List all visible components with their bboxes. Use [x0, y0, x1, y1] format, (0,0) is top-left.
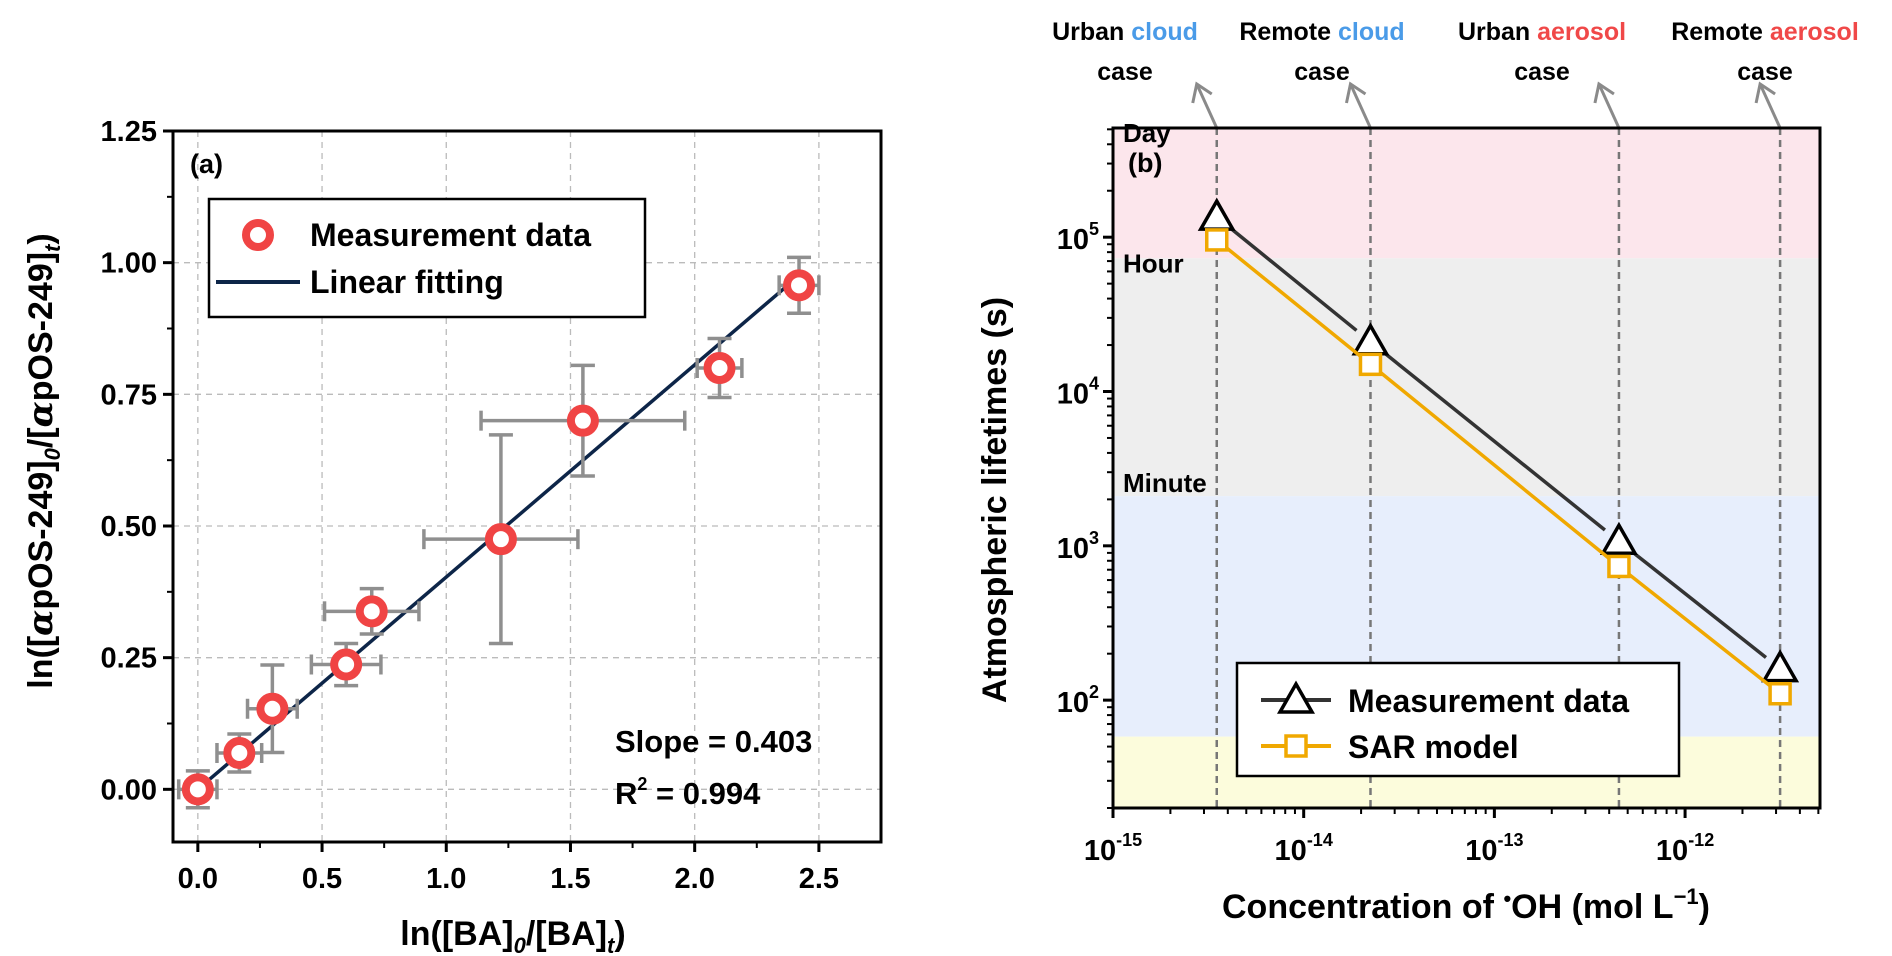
lifetime-band — [1113, 258, 1820, 497]
x-axis-title-b: Concentration of •OH (mol L−1) — [1222, 884, 1710, 926]
case-label-line1: Remote cloud — [1239, 18, 1404, 46]
data-point-group — [422, 433, 580, 646]
y-tick-label: 0.00 — [101, 774, 157, 806]
case-label-line1: Urban cloud — [1052, 18, 1198, 46]
data-point-group — [695, 336, 744, 400]
y-tick-label: 0.50 — [101, 511, 157, 543]
data-point-group — [309, 641, 383, 688]
y-tick-label: 0.75 — [101, 379, 157, 411]
case-label-line1: Remote aerosol — [1671, 18, 1859, 46]
case-label-line2: case — [1737, 58, 1793, 86]
band-label-minute: Minute — [1123, 468, 1207, 498]
case-label-line1: Urban aerosol — [1458, 18, 1626, 46]
y-tick-label: 103 — [1057, 528, 1099, 565]
lifetime-band — [1113, 128, 1820, 259]
plot-frame-a — [171, 129, 883, 844]
x-tick-label: 0.0 — [178, 863, 218, 895]
series-line-measurement — [1631, 551, 1768, 659]
data-point-group — [479, 363, 687, 478]
case-label-line2: case — [1294, 58, 1350, 86]
case-arrow — [1349, 83, 1372, 129]
data-point — [223, 736, 256, 769]
y-tick-label: 1.25 — [101, 116, 157, 148]
data-point — [256, 692, 289, 725]
band-label-day: Day — [1123, 118, 1171, 148]
data-point — [783, 269, 816, 302]
slope-annotation: Slope = 0.403 — [615, 724, 812, 759]
legend-label-sar: SAR model — [1348, 729, 1519, 765]
series-line-sar — [1625, 571, 1774, 689]
y-tick-label: 105 — [1057, 219, 1099, 256]
legend-marker-measurement — [242, 219, 274, 251]
square-marker — [1768, 682, 1792, 706]
case-label-line2: case — [1514, 58, 1570, 86]
series-line-measurement — [1383, 351, 1607, 532]
data-point — [330, 648, 363, 681]
y-tick-label: 104 — [1057, 374, 1099, 411]
data-point-group — [322, 586, 421, 636]
plot-frame-b — [1111, 126, 1822, 810]
square-marker — [1358, 352, 1383, 377]
legend-box-b — [1235, 661, 1681, 778]
x-tick-label: 1.5 — [550, 863, 590, 895]
r2-annotation: R2 = 0.994 — [615, 774, 761, 811]
legend-label-fit: Linear fitting — [310, 264, 504, 300]
case-label-line2: case — [1097, 58, 1153, 86]
case-arrow-head — [1345, 81, 1367, 104]
data-point-group — [176, 769, 219, 810]
x-tick-label: 10-15 — [1084, 830, 1142, 867]
case-arrow-head — [1191, 81, 1213, 104]
x-axis-title-a: ln([BA]0/[BA]t) — [400, 915, 625, 956]
case-arrow — [1758, 83, 1782, 129]
series-line-sar — [1377, 369, 1613, 562]
x-tick-label: 10-14 — [1275, 830, 1333, 867]
band-label-hour: Hour — [1123, 248, 1184, 278]
y-tick-label: 102 — [1057, 682, 1099, 719]
data-point — [181, 773, 214, 806]
legend-marker-square — [1284, 734, 1308, 758]
data-point — [566, 404, 599, 437]
panel-label-b: (b) — [1128, 148, 1162, 178]
legend-label-measurement: Measurement data — [310, 217, 591, 253]
x-tick-label: 10-13 — [1465, 830, 1523, 867]
case-arrow — [1597, 83, 1621, 129]
square-marker — [1607, 554, 1631, 579]
triangle-marker — [1599, 521, 1638, 556]
panel-label-a: (a) — [190, 149, 223, 179]
legend-marker-triangle — [1276, 680, 1316, 714]
legend-label-measurement-b: Measurement data — [1348, 683, 1629, 719]
data-point — [355, 595, 388, 628]
case-arrow-head — [1593, 81, 1615, 104]
data-point-group — [777, 255, 821, 315]
y-tick-label: 0.25 — [101, 643, 157, 675]
x-tick-label: 2.0 — [675, 863, 715, 895]
x-tick-label: 10-12 — [1656, 830, 1714, 867]
case-arrow-head — [1754, 81, 1776, 104]
square-marker — [1204, 228, 1229, 252]
y-tick-label: 1.00 — [101, 248, 157, 280]
case-arrow — [1195, 83, 1219, 129]
data-point — [484, 523, 517, 556]
data-point — [703, 352, 736, 384]
data-point-group — [215, 732, 264, 774]
y-axis-title-a: ln([αpOS-249]0/[αpOS-249]t) — [21, 233, 65, 688]
legend-box-a — [207, 197, 647, 319]
x-tick-label: 2.5 — [799, 863, 839, 895]
data-point-group — [245, 663, 299, 755]
y-axis-title-b: Atmospheric lifetimes (s) — [976, 297, 1014, 703]
series-line-measurement — [1229, 227, 1358, 332]
x-tick-label: 0.5 — [302, 863, 342, 895]
series-line-sar — [1223, 244, 1364, 360]
x-tick-label: 1.0 — [426, 863, 466, 895]
triangle-marker — [1761, 649, 1800, 683]
